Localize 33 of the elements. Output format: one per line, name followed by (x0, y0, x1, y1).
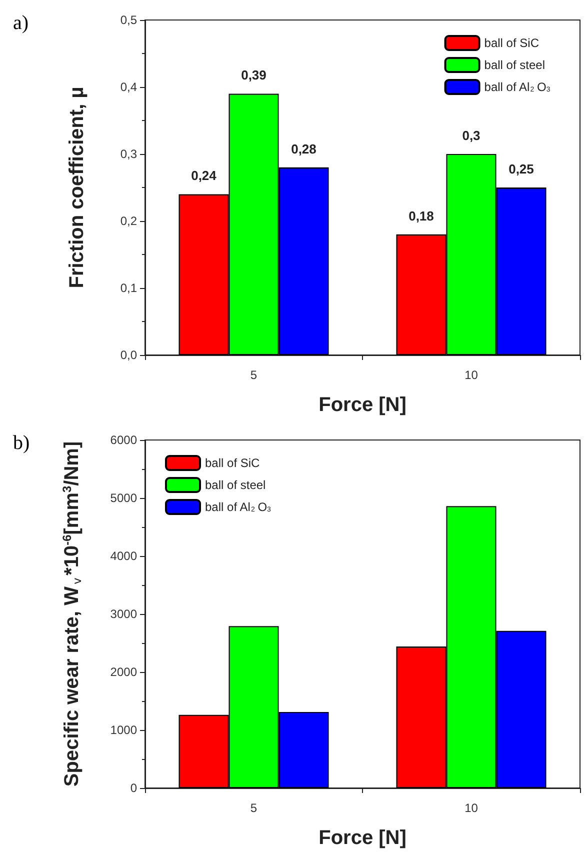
y-tick-label: 1000 (110, 723, 138, 737)
y-axis-title: Specific wear rate, Wv*10-6[mm3/Nm] (60, 441, 84, 787)
data-label: 0,24 (191, 168, 218, 184)
data-label: 0,3 (462, 128, 480, 143)
legend-label: ball of SiC (205, 456, 260, 470)
y-tick-label: 0,4 (120, 80, 138, 94)
data-label: 0,18 (408, 208, 434, 224)
data-label: 0,25 (508, 162, 534, 176)
x-tick-label: 10 (464, 801, 478, 815)
y-tick-label: 0 (130, 781, 138, 795)
y-tick-label: 0,5 (120, 13, 138, 27)
x-tick-label: 5 (250, 801, 258, 815)
y-tick-label: 0,2 (120, 214, 138, 228)
legend-label: ball of steel (484, 58, 545, 72)
y-tick-label: 0,1 (120, 281, 138, 295)
x-tick-label: 5 (250, 368, 258, 382)
y-tick-label: 2000 (110, 665, 138, 679)
x-axis-title: Force [N] (318, 827, 406, 849)
y-tick-label: 4000 (110, 549, 138, 563)
y-tick-label: 5000 (110, 491, 138, 505)
y-tick-label: 0,0 (120, 348, 138, 362)
legend-label: ball of SiC (484, 36, 540, 50)
x-axis-title: Force [N] (318, 394, 406, 416)
y-axis-title: Friction coefficient, µ (66, 86, 88, 288)
y-tick-label: 3000 (110, 607, 138, 621)
chart-title: b) (13, 432, 30, 454)
y-tick-label: 0,3 (120, 147, 138, 161)
x-tick-label: 10 (464, 368, 478, 382)
chart-title: a) (13, 12, 29, 34)
y-tick-label: 6000 (110, 433, 138, 447)
data-label: 0,28 (291, 141, 316, 156)
legend-label: ball of steel (205, 478, 266, 492)
data-label: 0,39 (241, 68, 266, 83)
